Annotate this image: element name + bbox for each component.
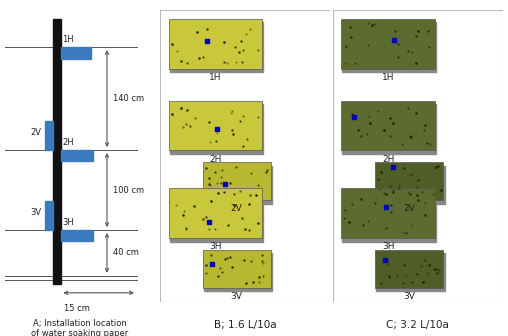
Bar	[341, 188, 435, 238]
Bar	[203, 250, 271, 288]
Text: 3V: 3V	[403, 292, 415, 301]
Text: 100 cm: 100 cm	[113, 185, 144, 195]
Text: 3H: 3H	[62, 218, 74, 227]
Bar	[60, 150, 93, 161]
Bar	[375, 250, 443, 288]
Text: 2V: 2V	[31, 128, 42, 137]
Bar	[376, 253, 444, 291]
Bar	[341, 19, 435, 69]
Text: B; 1.6 L/10a: B; 1.6 L/10a	[214, 320, 276, 330]
Text: 3H: 3H	[209, 243, 221, 251]
Bar	[342, 23, 436, 72]
Bar	[170, 104, 263, 154]
Text: 1H: 1H	[382, 73, 394, 82]
Bar	[169, 188, 262, 238]
Text: 140 cm: 140 cm	[113, 94, 144, 103]
Bar	[53, 18, 60, 284]
Bar	[341, 101, 435, 151]
Bar	[203, 162, 271, 200]
Bar	[170, 23, 263, 72]
Bar	[204, 253, 272, 291]
Bar	[45, 201, 53, 230]
Text: 2H: 2H	[209, 155, 221, 164]
Text: 2H: 2H	[382, 155, 394, 164]
Text: 3H: 3H	[382, 243, 394, 251]
Bar	[169, 19, 262, 69]
Text: 40 cm: 40 cm	[113, 248, 139, 257]
Bar	[45, 122, 53, 150]
Text: 2H: 2H	[62, 138, 74, 147]
Text: 1H: 1H	[62, 35, 74, 44]
Bar	[342, 104, 436, 154]
Text: A; Installation location
of water soaking paper: A; Installation location of water soakin…	[31, 319, 129, 336]
Bar	[169, 101, 262, 151]
Bar	[170, 192, 263, 242]
Bar	[376, 166, 444, 204]
Text: C; 3.2 L/10a: C; 3.2 L/10a	[387, 320, 449, 330]
Text: 1H: 1H	[209, 73, 221, 82]
Text: 3V: 3V	[231, 292, 242, 301]
Text: 2V: 2V	[403, 205, 415, 213]
Text: 3V: 3V	[30, 208, 42, 217]
Bar	[342, 192, 436, 242]
Text: 2V: 2V	[231, 205, 242, 213]
Bar	[375, 162, 443, 200]
Bar	[60, 230, 93, 241]
Text: 15 cm: 15 cm	[64, 304, 89, 313]
Bar	[60, 47, 90, 59]
Bar	[204, 166, 272, 204]
